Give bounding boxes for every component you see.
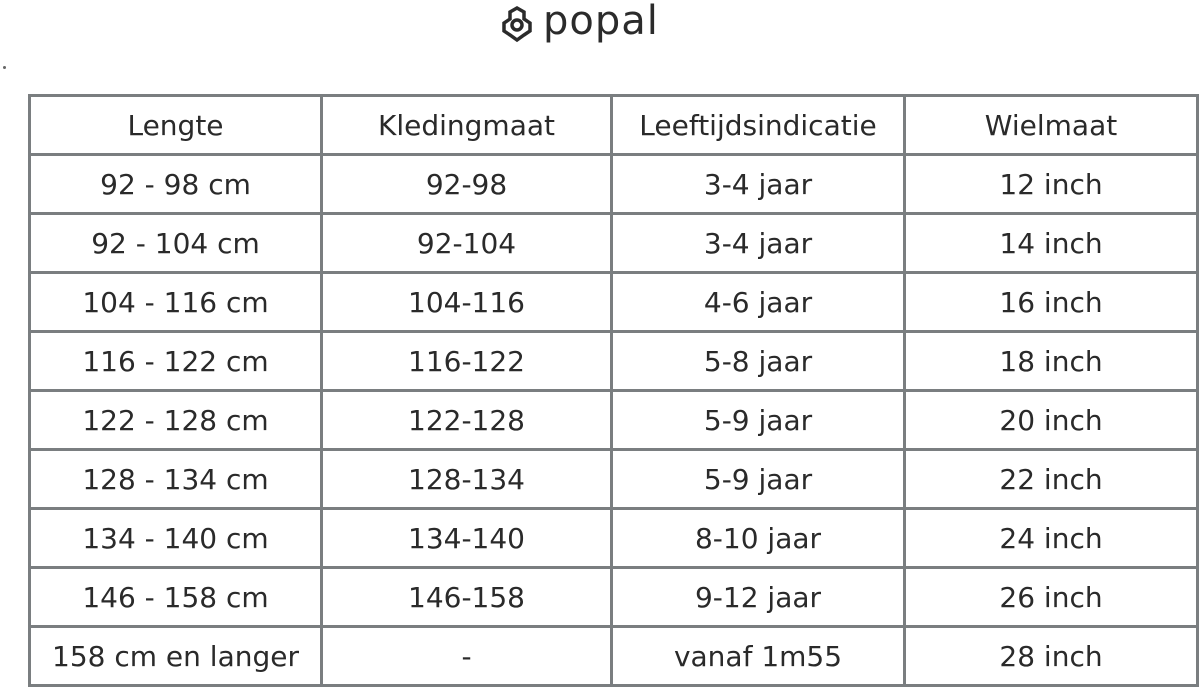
table-cell: 5-9 jaar	[610, 448, 906, 510]
table-cell: 128 - 134 cm	[28, 448, 323, 510]
table-cell: 16 inch	[903, 271, 1199, 333]
column-header: Lengte	[28, 94, 323, 156]
column-header: Kledingmaat	[320, 94, 613, 156]
table-cell: 92 - 104 cm	[28, 212, 323, 274]
table-cell: 158 cm en langer	[28, 625, 323, 687]
table-cell: 5-8 jaar	[610, 330, 906, 392]
table-cell: -	[320, 625, 613, 687]
table-cell: 20 inch	[903, 389, 1199, 451]
table-row: 158 cm en langer - vanaf 1m55 28 inch	[28, 625, 1199, 687]
table-cell: 12 inch	[903, 153, 1199, 215]
table-cell: 146-158	[320, 566, 613, 628]
table-row: 92 - 104 cm 92-104 3-4 jaar 14 inch	[28, 212, 1199, 274]
table-cell: 5-9 jaar	[610, 389, 906, 451]
table-cell: 26 inch	[903, 566, 1199, 628]
table-row: 92 - 98 cm 92-98 3-4 jaar 12 inch	[28, 153, 1199, 215]
table-row: 104 - 116 cm 104-116 4-6 jaar 16 inch	[28, 271, 1199, 333]
table-cell: 122 - 128 cm	[28, 389, 323, 451]
table-cell: 14 inch	[903, 212, 1199, 274]
table-cell: 104 - 116 cm	[28, 271, 323, 333]
table-cell: 3-4 jaar	[610, 212, 906, 274]
table-cell: 128-134	[320, 448, 613, 510]
table-cell: 18 inch	[903, 330, 1199, 392]
table-cell: 134-140	[320, 507, 613, 569]
table-cell: 92 - 98 cm	[28, 153, 323, 215]
table-row: 116 - 122 cm 116-122 5-8 jaar 18 inch	[28, 330, 1199, 392]
table-row: 128 - 134 cm 128-134 5-9 jaar 22 inch	[28, 448, 1199, 510]
header-row: Lengte Kledingmaat Leeftijdsindicatie Wielm…	[28, 94, 1199, 156]
table-cell: vanaf 1m55	[610, 625, 906, 687]
size-table: Lengte Kledingmaat Leeftijdsindicatie Wielm…	[28, 94, 1199, 687]
popal-logo: popal	[497, 0, 659, 44]
table-cell: 92-98	[320, 153, 613, 215]
table-cell: 28 inch	[903, 625, 1199, 687]
stray-dot	[3, 66, 6, 69]
column-header: Leeftijdsindicatie	[610, 94, 906, 156]
table-cell: 122-128	[320, 389, 613, 451]
table-cell: 9-12 jaar	[610, 566, 906, 628]
table-cell: 22 inch	[903, 448, 1199, 510]
table-row: 134 - 140 cm 134-140 8-10 jaar 24 inch	[28, 507, 1199, 569]
table-cell: 4-6 jaar	[610, 271, 906, 333]
table-row: 122 - 128 cm 122-128 5-9 jaar 20 inch	[28, 389, 1199, 451]
table-cell: 104-116	[320, 271, 613, 333]
table-cell: 146 - 158 cm	[28, 566, 323, 628]
column-header: Wielmaat	[903, 94, 1199, 156]
table-cell: 116 - 122 cm	[28, 330, 323, 392]
table-cell: 134 - 140 cm	[28, 507, 323, 569]
table-cell: 92-104	[320, 212, 613, 274]
table-row: 146 - 158 cm 146-158 9-12 jaar 26 inch	[28, 566, 1199, 628]
table-cell: 3-4 jaar	[610, 153, 906, 215]
table-cell: 24 inch	[903, 507, 1199, 569]
logo-text: popal	[543, 0, 659, 44]
table-cell: 8-10 jaar	[610, 507, 906, 569]
table-cell: 116-122	[320, 330, 613, 392]
flower-hex-icon	[502, 5, 532, 43]
